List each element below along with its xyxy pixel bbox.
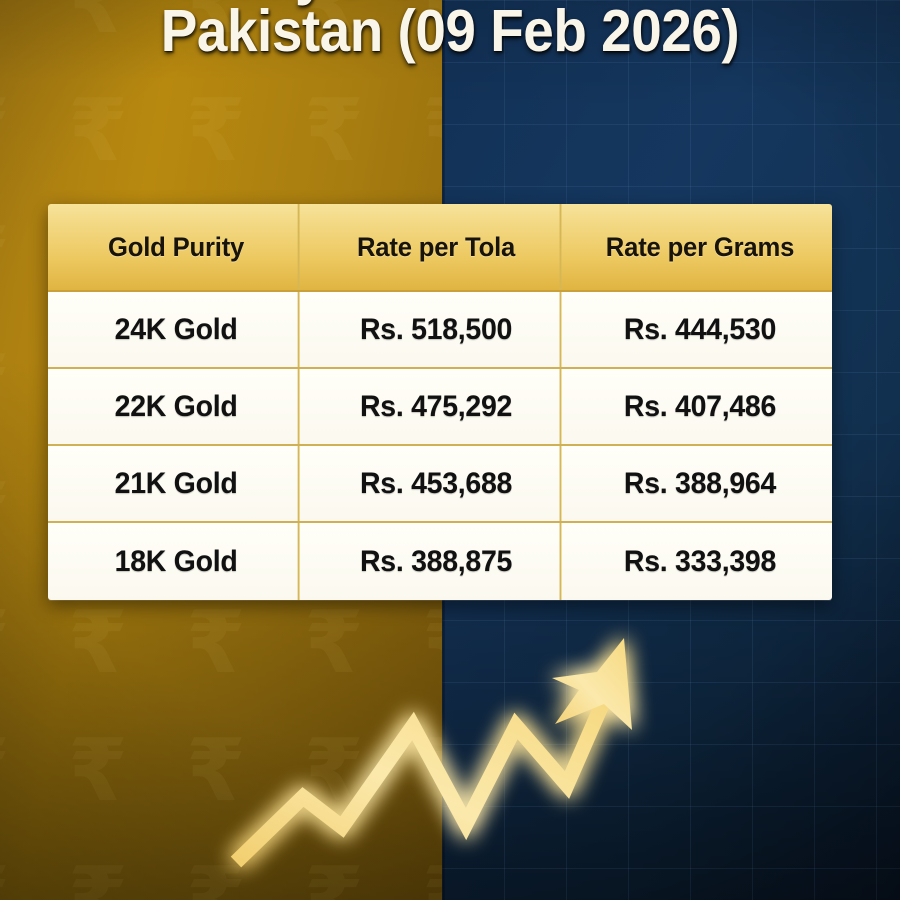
rupee-watermark-icon: ₹ xyxy=(68,0,128,53)
rupee-watermark-icon: ₹ xyxy=(304,721,364,821)
rupee-watermark-icon: ₹ xyxy=(304,849,364,900)
rupee-watermark-icon: ₹ xyxy=(422,0,442,46)
rupee-watermark-icon: ₹ xyxy=(186,81,246,181)
rupee-watermark-icon: ₹ xyxy=(186,593,246,693)
title-line-1: Today's Gold Rates in xyxy=(32,0,869,3)
table-row: 22K Gold Rs. 475,292 Rs. 407,486 xyxy=(48,369,832,446)
rupee-watermark-icon: ₹ xyxy=(0,216,10,302)
rupee-watermark-icon: ₹ xyxy=(186,0,246,53)
rupee-watermark-icon: ₹ xyxy=(0,344,10,430)
rupee-watermark-icon: ₹ xyxy=(0,600,10,686)
cell-rate-tola: Rs. 453,688 xyxy=(313,446,562,521)
rupee-watermark-icon: ₹ xyxy=(68,849,128,900)
rupee-watermark-icon: ₹ xyxy=(68,593,128,693)
cell-purity: 24K Gold xyxy=(54,292,300,367)
rupee-watermark-icon: ₹ xyxy=(0,856,10,900)
rupee-watermark-icon: ₹ xyxy=(304,593,364,693)
column-header-rate-per-tola: Rate per Tola xyxy=(313,204,562,290)
rupee-watermark-icon: ₹ xyxy=(422,728,442,814)
page-title: Today's Gold Rates in Pakistan (09 Feb 2… xyxy=(0,0,900,64)
cell-purity: 18K Gold xyxy=(54,523,300,600)
rupee-watermark-icon: ₹ xyxy=(304,81,364,181)
cell-rate-grams: Rs. 444,530 xyxy=(623,312,777,346)
cell-rate-tola: Rs. 475,292 xyxy=(313,369,562,444)
table-row: 18K Gold Rs. 388,875 Rs. 333,398 xyxy=(48,523,832,600)
rupee-watermark-icon: ₹ xyxy=(422,600,442,686)
rupee-watermark-icon: ₹ xyxy=(186,849,246,900)
column-header-gold-purity: Gold Purity xyxy=(54,204,300,290)
title-line-2: Pakistan (09 Feb 2026) xyxy=(160,0,740,64)
cell-rate-tola: Rs. 518,500 xyxy=(313,292,562,367)
gold-rates-table: Gold Purity Rate per Tola Rate per Grams… xyxy=(48,204,832,600)
rupee-watermark-icon: ₹ xyxy=(186,721,246,821)
column-header-rate-per-grams: Rate per Grams xyxy=(605,231,795,262)
rupee-watermark-icon: ₹ xyxy=(0,472,10,558)
rupee-watermark-icon: ₹ xyxy=(68,81,128,181)
rupee-watermark-icon: ₹ xyxy=(0,728,10,814)
rupee-watermark-icon: ₹ xyxy=(68,721,128,821)
rupee-watermark-icon: ₹ xyxy=(422,856,442,900)
rupee-watermark-icon: ₹ xyxy=(304,0,364,53)
rupee-watermark-icon: ₹ xyxy=(422,88,442,174)
rupee-watermark-icon: ₹ xyxy=(0,88,10,174)
table-row: 21K Gold Rs. 453,688 Rs. 388,964 xyxy=(48,446,832,523)
cell-rate-grams: Rs. 388,964 xyxy=(623,466,777,500)
cell-rate-grams: Rs. 407,486 xyxy=(623,389,777,423)
rupee-watermark-icon: ₹ xyxy=(0,0,10,46)
table-row: 24K Gold Rs. 518,500 Rs. 444,530 xyxy=(48,292,832,369)
cell-purity: 21K Gold xyxy=(54,446,300,521)
cell-rate-tola: Rs. 388,875 xyxy=(313,523,562,600)
cell-rate-grams: Rs. 333,398 xyxy=(623,544,777,578)
table-header-row: Gold Purity Rate per Tola Rate per Grams xyxy=(48,204,832,292)
cell-purity: 22K Gold xyxy=(54,369,300,444)
